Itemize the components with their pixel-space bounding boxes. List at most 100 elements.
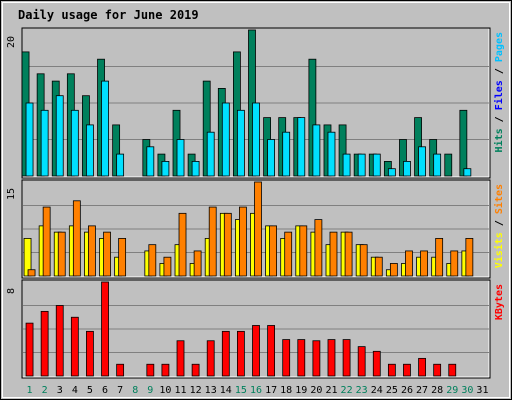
bar-hits-day-29 [444, 153, 453, 177]
bar-sites-day-15 [239, 206, 247, 277]
series-legend: Visits / Sites [493, 184, 505, 268]
bar-sites-day-26 [405, 250, 413, 277]
bar-files-day-19 [297, 117, 306, 177]
x-tick-label-day-7: 7 [117, 385, 123, 396]
bar-sites-day-3 [57, 231, 66, 277]
bar-files-day-24 [372, 153, 381, 177]
bar-kbytes-day-26 [403, 363, 411, 377]
kbytes-panel: 8 KBytes [6, 279, 505, 379]
x-tick-label-day-31: 31 [476, 385, 488, 396]
x-tick-label-day-27: 27 [416, 385, 428, 396]
bar-kbytes-day-15 [237, 330, 245, 377]
bar-files-day-5 [86, 124, 94, 177]
x-tick-label-day-8: 8 [132, 385, 138, 396]
bar-kbytes-day-28 [433, 363, 442, 377]
series-legend: KBytes [494, 284, 505, 320]
legend-entry: Pages [494, 32, 505, 62]
bar-sites-day-13 [208, 206, 217, 277]
bar-hits-day-7 [112, 124, 121, 177]
bar-kbytes-day-3 [55, 305, 64, 377]
x-tick-label-day-14: 14 [220, 385, 232, 396]
bar-files-day-10 [161, 160, 170, 177]
series-legend: Hits / Files / Pages [493, 32, 505, 152]
bar-files-day-4 [70, 109, 79, 177]
bar-kbytes-day-2 [40, 310, 49, 377]
x-tick-label-day-10: 10 [159, 385, 171, 396]
bar-sites-day-18 [284, 231, 293, 277]
bar-files-day-6 [101, 80, 109, 177]
bar-files-day-1 [25, 102, 34, 177]
bar-sites-day-23 [359, 244, 368, 277]
bar-kbytes-day-20 [312, 340, 321, 377]
bar-sites-day-16 [254, 181, 262, 277]
bar-kbytes-day-4 [70, 316, 79, 377]
x-axis-day-labels: 1 2 3 4 5 6 7 8 9 10 11 12 13 14 15 16 17 18 19 20 21 22 23 24 2… [27, 385, 489, 396]
bar-sites-day-6 [103, 231, 111, 277]
x-tick-label-day-26: 26 [401, 385, 413, 396]
x-tick-label-day-20: 20 [310, 385, 322, 396]
bar-files-day-18 [282, 131, 291, 177]
bar-sites-day-12 [193, 250, 202, 277]
bar-files-day-12 [191, 160, 200, 177]
x-tick-label-day-30: 30 [461, 385, 473, 396]
bar-files-day-2 [40, 109, 49, 177]
bar-kbytes-day-5 [86, 330, 94, 377]
bar-sites-day-5 [88, 225, 96, 277]
bar-kbytes-day-29 [448, 363, 457, 377]
legend-entry: KBytes [494, 284, 505, 320]
bar-kbytes-day-12 [191, 363, 200, 377]
bar-sites-day-25 [389, 263, 398, 277]
bar-files-day-27 [418, 146, 426, 177]
x-tick-label-day-13: 13 [205, 385, 217, 396]
bar-kbytes-day-23 [357, 346, 366, 377]
bar-sites-day-28 [435, 237, 444, 277]
bar-sites-day-22 [344, 231, 353, 277]
frame-bevel [2, 2, 510, 398]
bar-sites-day-24 [374, 256, 383, 277]
bar-sites-day-27 [420, 250, 428, 277]
legend-entry: Files [493, 80, 505, 110]
x-tick-label-day-2: 2 [42, 385, 48, 396]
bar-kbytes-day-17 [267, 325, 275, 377]
x-tick-label-day-3: 3 [57, 385, 63, 396]
bar-kbytes-day-19 [297, 339, 306, 377]
legend-entry: Sites [493, 184, 505, 214]
bar-visits-day-1 [23, 237, 32, 277]
x-tick-label-day-19: 19 [295, 385, 307, 396]
legend-entry: Hits [493, 128, 505, 152]
bar-files-day-13 [206, 131, 215, 177]
bar-sites-day-10 [163, 256, 172, 277]
bar-files-day-15 [237, 109, 245, 177]
bar-kbytes-day-24 [372, 350, 381, 377]
x-tick-label-day-22: 22 [341, 385, 353, 396]
bar-kbytes-day-21 [327, 339, 336, 377]
bar-sites-day-11 [178, 212, 187, 277]
bar-sites-day-2 [42, 206, 51, 277]
bar-files-day-25 [387, 168, 396, 177]
bar-sites-day-21 [329, 231, 338, 277]
x-tick-label-day-4: 4 [72, 385, 78, 396]
x-tick-label-day-1: 1 [27, 385, 33, 396]
x-tick-label-day-9: 9 [147, 385, 153, 396]
x-tick-label-day-16: 16 [250, 385, 262, 396]
x-tick-label-day-25: 25 [386, 385, 398, 396]
y-axis-max-label: 15 [6, 188, 17, 200]
bar-kbytes-day-18 [282, 339, 291, 377]
bar-files-day-23 [357, 153, 366, 177]
bar-sites-day-19 [299, 225, 308, 277]
bar-sites-day-17 [269, 225, 277, 277]
bar-files-day-26 [403, 160, 411, 177]
x-tick-label-day-6: 6 [102, 385, 108, 396]
hits-panel: 20 Hits / Files / Pages [6, 27, 505, 179]
bar-hits-day-13 [202, 80, 211, 177]
bar-files-day-11 [176, 139, 185, 177]
visits-panel: 15 Visits / Sites [6, 179, 505, 279]
bar-sites-day-9 [148, 244, 157, 277]
bar-kbytes-day-25 [387, 363, 396, 377]
bar-sites-day-1 [27, 269, 36, 277]
x-tick-label-day-23: 23 [356, 385, 368, 396]
x-tick-label-day-29: 29 [446, 385, 458, 396]
bar-files-day-30 [463, 168, 472, 177]
bar-sites-day-4 [72, 200, 81, 277]
